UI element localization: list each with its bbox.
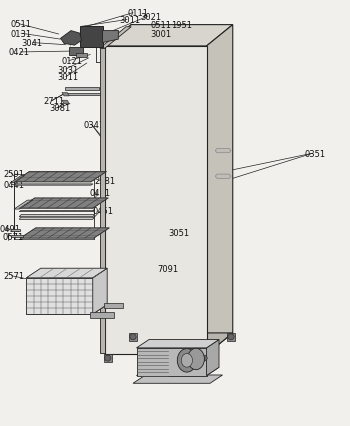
Text: 7091: 7091 [157, 265, 178, 274]
Polygon shape [26, 305, 107, 314]
Polygon shape [10, 176, 25, 183]
Polygon shape [14, 184, 93, 186]
Text: 3051: 3051 [168, 229, 189, 238]
Text: 0441: 0441 [4, 180, 24, 190]
Polygon shape [100, 28, 131, 49]
Polygon shape [215, 149, 231, 153]
Text: 0421: 0421 [9, 48, 30, 58]
Polygon shape [200, 354, 208, 362]
Polygon shape [14, 201, 33, 210]
Text: 3001: 3001 [150, 29, 172, 39]
Text: 0491: 0491 [0, 225, 21, 234]
Ellipse shape [130, 334, 136, 340]
Polygon shape [61, 32, 82, 46]
Polygon shape [122, 49, 188, 353]
Polygon shape [26, 278, 93, 314]
Polygon shape [76, 54, 87, 58]
Text: 0671: 0671 [3, 233, 24, 242]
Text: 0511: 0511 [150, 21, 172, 30]
Text: 3021: 3021 [140, 12, 161, 22]
Polygon shape [105, 47, 206, 354]
Text: 0341: 0341 [84, 121, 105, 130]
Text: 2581: 2581 [94, 177, 116, 186]
Ellipse shape [105, 355, 111, 361]
Polygon shape [93, 268, 107, 314]
Polygon shape [129, 333, 137, 341]
Ellipse shape [177, 349, 197, 372]
Polygon shape [19, 215, 95, 217]
Polygon shape [14, 172, 106, 182]
Text: 3011: 3011 [58, 73, 79, 82]
Text: 0111: 0111 [128, 9, 149, 18]
Polygon shape [10, 235, 23, 238]
Ellipse shape [201, 355, 207, 361]
Polygon shape [227, 333, 235, 341]
Polygon shape [215, 175, 231, 179]
Polygon shape [69, 48, 83, 55]
Polygon shape [64, 94, 100, 96]
Polygon shape [26, 268, 107, 278]
Text: 3011: 3011 [119, 16, 140, 25]
Polygon shape [10, 229, 20, 232]
Ellipse shape [188, 348, 204, 370]
Text: 2711: 2711 [44, 97, 65, 106]
Polygon shape [136, 340, 219, 348]
Text: 1951: 1951 [172, 21, 193, 30]
Text: 3031: 3031 [58, 65, 79, 75]
Polygon shape [65, 88, 99, 90]
Text: 0511: 0511 [10, 20, 32, 29]
Text: 0131: 0131 [10, 29, 32, 39]
Text: 3041: 3041 [21, 39, 42, 48]
Text: 2591: 2591 [4, 169, 24, 178]
Polygon shape [19, 218, 95, 220]
Text: 0351: 0351 [304, 150, 326, 159]
Polygon shape [62, 93, 69, 97]
Polygon shape [62, 101, 69, 104]
Ellipse shape [228, 334, 234, 340]
Polygon shape [19, 211, 95, 212]
Polygon shape [19, 199, 108, 209]
Polygon shape [80, 27, 103, 48]
Polygon shape [104, 354, 112, 362]
Polygon shape [90, 312, 114, 318]
Ellipse shape [181, 354, 193, 367]
Text: 2571: 2571 [4, 271, 24, 281]
Text: 0481: 0481 [89, 188, 110, 197]
Text: 0501: 0501 [87, 286, 108, 295]
Polygon shape [20, 228, 109, 239]
Polygon shape [100, 49, 105, 353]
Text: 3081: 3081 [49, 104, 70, 113]
Polygon shape [105, 333, 233, 354]
Text: 0451: 0451 [93, 207, 114, 216]
Polygon shape [104, 303, 123, 308]
Polygon shape [136, 367, 219, 376]
Polygon shape [206, 340, 219, 376]
Polygon shape [206, 26, 233, 354]
Polygon shape [103, 32, 118, 43]
Text: 0121: 0121 [61, 57, 82, 66]
Polygon shape [133, 375, 223, 383]
Polygon shape [136, 348, 206, 376]
Polygon shape [105, 26, 233, 47]
